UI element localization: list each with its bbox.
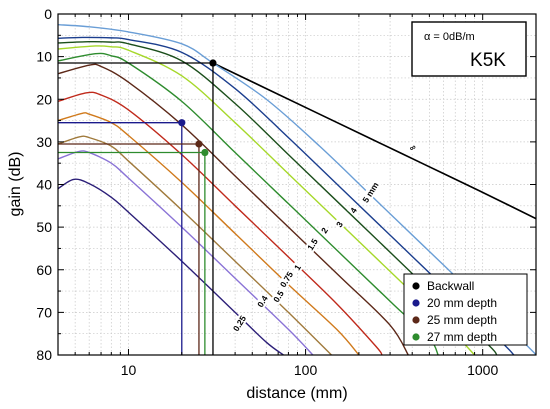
marker-point — [178, 119, 186, 127]
dgs-curve-0-4 — [58, 150, 314, 355]
curve-label: 1.5 — [305, 237, 320, 253]
probe-label: K5K — [470, 50, 506, 71]
y-tick-label: 30 — [36, 134, 52, 150]
curve-label: 2 — [319, 226, 330, 236]
y-tick-label: 50 — [36, 219, 52, 235]
dgs-curve-0-75 — [58, 112, 360, 355]
curve-label: 3 — [334, 220, 345, 230]
legend-marker — [412, 299, 420, 307]
dgs-curve-0-5 — [58, 135, 332, 355]
marker-group — [58, 59, 217, 355]
curve-label-background — [291, 261, 304, 273]
curve-label-background — [270, 287, 287, 305]
curve-label-background — [304, 235, 321, 253]
y-tick-label: 80 — [36, 347, 52, 363]
axis-ticks: 10 100 1000 0 10 20 30 40 50 60 70 80 — [36, 6, 536, 378]
dgs-curve-1-5 — [58, 63, 409, 355]
y-tick-label: 60 — [36, 262, 52, 278]
curve-label: ∞ — [407, 142, 417, 154]
x-tick-label: 100 — [294, 362, 318, 378]
curve-label: 0.5 — [271, 289, 286, 305]
x-tick-label: 10 — [121, 362, 137, 378]
marker-point — [195, 140, 203, 148]
legend-label: 25 mm depth — [427, 313, 497, 327]
backwall-curve — [212, 62, 536, 220]
curve-label-background — [277, 268, 296, 290]
curve-label-background — [406, 141, 419, 154]
x-tick-label: 1000 — [467, 362, 498, 378]
annotation-box: α = 0dB/m K5K — [411, 21, 527, 77]
curve-label-background — [347, 204, 360, 216]
curve-label-background — [254, 292, 271, 310]
x-axis-label: distance (mm) — [246, 385, 347, 402]
curve-label: 4 — [348, 206, 359, 216]
marker-point — [209, 59, 217, 67]
attenuation-label: α = 0dB/m — [424, 31, 475, 43]
y-tick-label: 20 — [36, 91, 52, 107]
curve-label-background — [318, 224, 331, 236]
legend-marker — [412, 282, 420, 290]
marker-point — [201, 148, 209, 157]
legend-label: Backwall — [427, 279, 474, 293]
y-tick-label: 40 — [36, 177, 52, 193]
legend-label: 20 mm depth — [427, 296, 497, 310]
y-axis-label: gain (dB) — [7, 152, 24, 217]
curve-label-background — [230, 312, 249, 334]
y-tick-label: 0 — [44, 6, 52, 22]
curve-label-background — [359, 179, 382, 206]
legend-marker — [412, 316, 420, 324]
curve-label: 0.4 — [255, 294, 270, 310]
dgs-curve-2 — [58, 52, 439, 355]
y-tick-label: 10 — [36, 49, 52, 65]
dgs-curve-0-25 — [58, 178, 284, 355]
legend: Backwall 20 mm depth 25 mm depth 27 mm dept… — [403, 273, 528, 346]
y-tick-label: 70 — [36, 304, 52, 320]
dgs-curve-1 — [58, 91, 383, 355]
curve-label-background — [333, 218, 346, 230]
legend-label: 27 mm depth — [427, 330, 497, 344]
curve-label: 1 — [292, 263, 303, 273]
legend-frame — [403, 273, 528, 346]
legend-marker — [412, 333, 420, 341]
